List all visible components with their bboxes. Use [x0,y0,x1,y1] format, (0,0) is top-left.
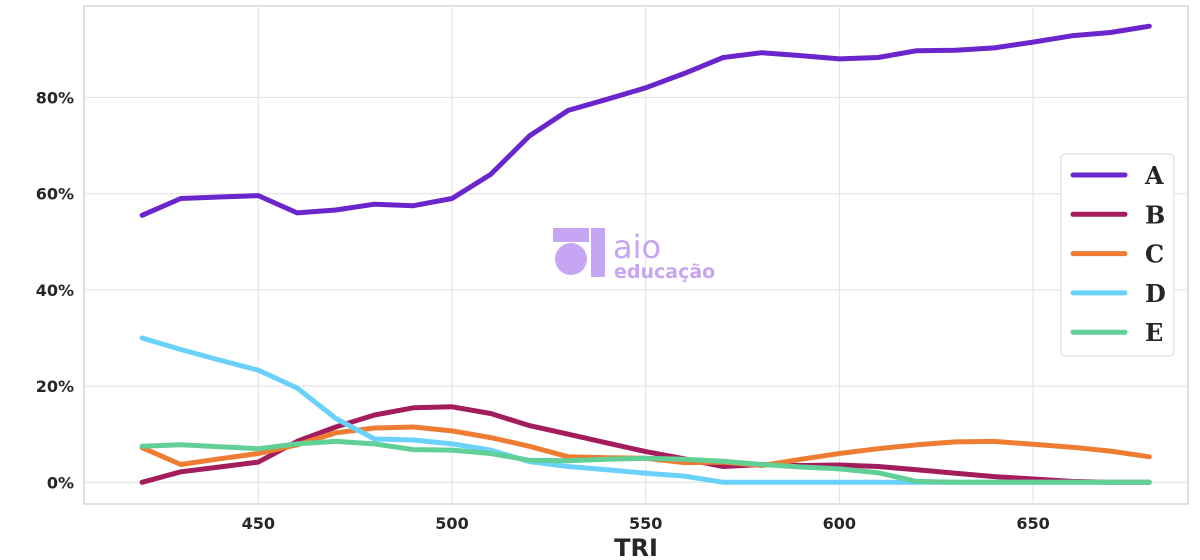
x-axis-title: TRI [614,534,658,560]
x-tick-label: 500 [435,514,468,533]
legend-label-c: C [1145,240,1164,269]
watermark-text-aio: aio [613,228,661,266]
y-tick-label: 20% [36,377,74,396]
y-axis-ticks: 0% 20% 40% 60% 80% [36,88,74,492]
legend-label-a: A [1144,161,1164,190]
y-tick-label: 0% [47,473,74,492]
watermark-logo-circle [555,243,587,275]
series-line-a [139,23,1152,218]
x-tick-label: 550 [629,514,662,533]
legend-label-e: E [1145,318,1163,347]
series-lines [139,23,1152,485]
legend-label-d: D [1145,279,1166,308]
x-tick-label: 600 [823,514,856,533]
y-tick-label: 80% [36,88,74,107]
y-tick-label: 40% [36,281,74,300]
series-line-e [139,438,1152,485]
series-line-b [139,404,1152,485]
x-tick-label: 450 [242,514,275,533]
x-tick-label: 650 [1016,514,1049,533]
x-axis-ticks: 450 500 550 600 650 [242,514,1050,533]
y-tick-label: 60% [36,185,74,204]
legend-label-b: B [1145,200,1165,229]
aio-educacao-watermark: aio educação [553,228,715,283]
watermark-text-educacao: educação [614,261,715,283]
